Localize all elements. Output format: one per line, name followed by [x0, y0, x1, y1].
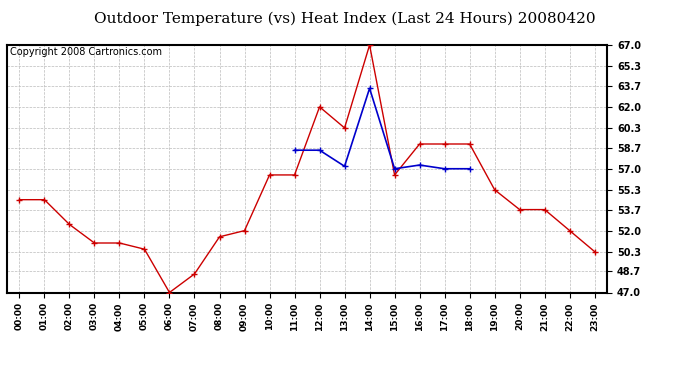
Text: Copyright 2008 Cartronics.com: Copyright 2008 Cartronics.com [10, 48, 162, 57]
Text: Outdoor Temperature (vs) Heat Index (Last 24 Hours) 20080420: Outdoor Temperature (vs) Heat Index (Las… [95, 11, 595, 26]
